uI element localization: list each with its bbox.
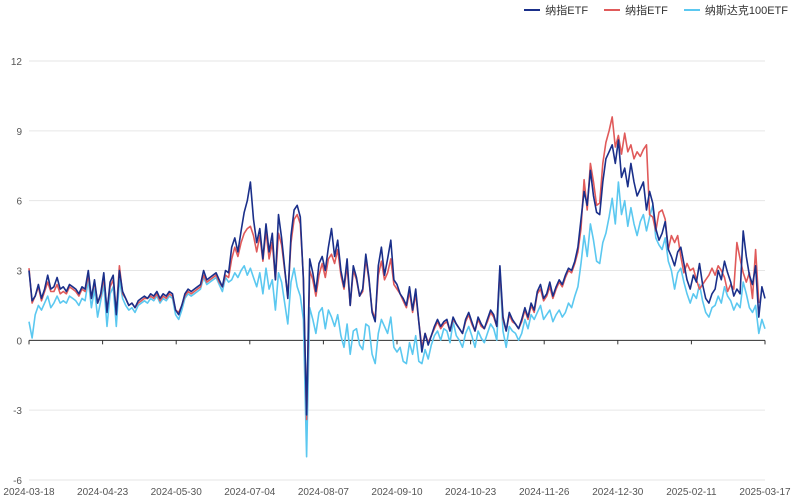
x-tick-label-3: 2024-07-04 [224, 487, 276, 498]
x-tick-label-8: 2024-12-30 [592, 487, 644, 498]
legend: 纳指ETF 纳指ETF 纳斯达克100ETF [524, 2, 788, 18]
legend-label-2: 纳斯达克100ETF [704, 5, 788, 17]
y-tick-label-4: 6 [16, 197, 22, 208]
legend-label-0: 纳指ETF [545, 5, 589, 17]
y-tick-label-0: -6 [13, 476, 22, 487]
series-line-2 [28, 181, 766, 458]
y-tick-label-3: 3 [16, 267, 22, 278]
legend-item-2[interactable]: 纳斯达克100ETF [683, 2, 788, 18]
grid-lines [29, 60, 765, 481]
x-tick-label-5: 2024-09-10 [371, 487, 423, 498]
series-line-0 [28, 139, 766, 416]
series-line-1 [28, 116, 760, 421]
legend-swatch-1 [604, 9, 621, 11]
y-tick-label-5: 9 [16, 127, 22, 138]
y-tick-label-1: -3 [13, 406, 22, 417]
series-lines [28, 116, 766, 458]
y-axis-ticks: -6 -3 0 3 6 9 12 [11, 57, 23, 487]
legend-item-1[interactable]: 纳指ETF [604, 2, 668, 18]
x-tick-label-7: 2024-11-26 [519, 487, 570, 498]
x-tick-label-4: 2024-08-07 [298, 487, 350, 498]
x-tick-label-1: 2024-04-23 [77, 487, 129, 498]
legend-swatch-0 [524, 9, 541, 11]
x-tick-label-2: 2024-05-30 [151, 487, 203, 498]
legend-swatch-2 [683, 9, 700, 11]
x-axis: 2024-03-18 2024-04-23 2024-05-30 2024-07-04… [3, 339, 791, 498]
y-tick-label-6: 12 [11, 57, 23, 68]
legend-item-0[interactable]: 纳指ETF [524, 2, 588, 18]
legend-label-1: 纳指ETF [625, 5, 668, 17]
x-tick-label-0: 2024-03-18 [3, 487, 55, 498]
y-tick-label-2: 0 [16, 336, 22, 347]
x-tick-label-10: 2025-03-17 [739, 487, 791, 498]
x-tick-label-6: 2024-10-23 [445, 487, 497, 498]
x-tick-label-9: 2025-02-11 [666, 487, 717, 498]
